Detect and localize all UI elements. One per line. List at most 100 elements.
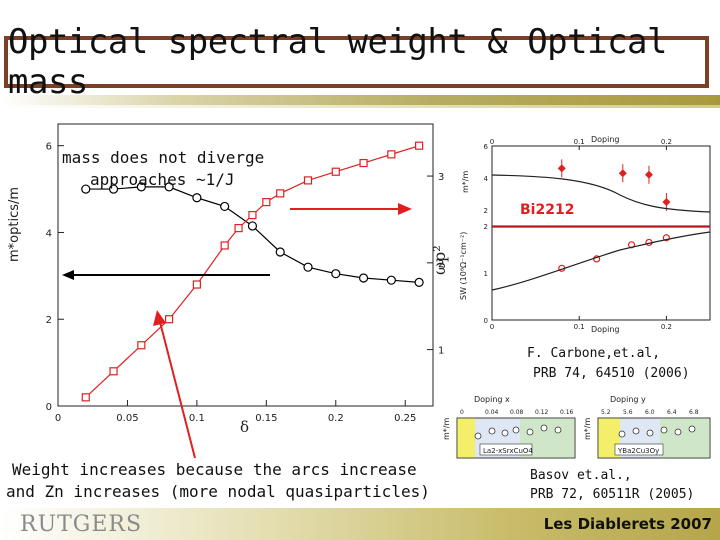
main-point-square [415, 141, 424, 150]
carbone-bottom-ylabel: SW (10⁶Ω⁻¹cm⁻²) [459, 232, 468, 300]
main-ytick-left-label: 0 [46, 402, 52, 413]
main-point-square [331, 167, 340, 176]
carbone-bottom-ytick-label: 1 [484, 270, 488, 278]
weight-note-line1: Weight increases because the arcs increa… [12, 460, 417, 479]
carbone-xtick-bottom-label: 0.2 [661, 323, 672, 331]
main-point-square [137, 341, 146, 350]
main-point-circle [303, 262, 313, 272]
mass-note-line2: approaches ~1/J [90, 170, 235, 189]
bi2212-label: Bi2212 [520, 202, 574, 218]
ref-carbone-line2: PRB 74, 64510 (2006) [533, 366, 690, 381]
main-point-square [303, 176, 313, 185]
main-point-square [234, 224, 243, 233]
basov-point [674, 428, 682, 436]
main-chart-frame [57, 123, 434, 407]
carbone-top-point [644, 170, 653, 179]
basov-xtick-2: 6.8 [689, 409, 699, 416]
carbone-bottom-ytick-label: 2 [484, 223, 488, 231]
main-point-circle [414, 277, 424, 287]
conference-label: Les Diablerets 2007 [543, 515, 712, 533]
main-ytick-left-label: 2 [46, 315, 52, 326]
main-xlabel: δ [240, 418, 249, 436]
red-arrow-right [290, 203, 412, 215]
footer-bar [0, 508, 720, 540]
red-arrow-up [153, 310, 196, 459]
carbone-top-point [618, 169, 627, 178]
main-ylabel-right: ωp² [430, 245, 449, 275]
ref-carbone-line1: F. Carbone,et.al, [527, 346, 661, 361]
main-point-square [192, 280, 201, 289]
ref-basov-line2: PRB 72, 60511R (2005) [530, 487, 695, 502]
carbone-xtick-bottom-label: 0.1 [574, 323, 585, 331]
basov-xtick-2: 5.6 [623, 409, 633, 416]
carbone-top-ytick-label: 6 [484, 143, 489, 151]
carbone-bottom-curve [491, 231, 711, 291]
basov-point [512, 426, 520, 434]
basov-doping-x: Doping x [474, 395, 510, 404]
basov-point [526, 428, 534, 436]
carbone-bottom-doping: Doping [591, 325, 620, 334]
basov-inset: Doping x Doping y 0 0.04 0.08 0.12 0.16 5.2 5.… [442, 395, 711, 459]
main-ytick-right-label: 1 [438, 346, 444, 357]
basov-point [688, 425, 696, 433]
carbone-top-doping: Doping [591, 135, 620, 144]
main-point-square [248, 211, 257, 220]
basov-xtick-1: 0.04 [485, 409, 499, 416]
ref-basov-line1: Basov et.al., [530, 468, 632, 483]
mass-note-line1: mass does not diverge [62, 148, 265, 167]
main-ytick-left-label: 6 [46, 142, 52, 153]
basov-point [501, 429, 509, 437]
main-xtick-label: 0 [55, 413, 61, 424]
basov-point [618, 430, 626, 438]
main-xtick-label: 0.05 [116, 413, 138, 424]
basov-compound-1: La2-xSrxCuO4 [483, 447, 533, 455]
basov-xtick-1: 0 [460, 409, 464, 416]
main-ytick-right-label: 3 [438, 172, 444, 183]
main-xtick-label: 0.15 [255, 413, 277, 424]
main-ylabel-left: m*optics/m [7, 187, 22, 262]
carbone-top-ytick-label: 2 [484, 207, 488, 215]
basov-xtick-2: 5.2 [601, 409, 611, 416]
carbone-top-panel [491, 145, 711, 227]
main-point-circle [247, 221, 258, 231]
basov-point [660, 426, 668, 434]
carbone-xtick-top-label: 0 [490, 138, 494, 146]
main-xtick-label: 0.1 [189, 413, 205, 424]
title-rule [0, 95, 720, 105]
carbone-top-point [557, 164, 566, 173]
basov-xtick-1: 0.16 [560, 409, 574, 416]
main-point-square [276, 189, 285, 198]
main-point-circle [108, 184, 119, 194]
carbone-top-point [662, 198, 671, 206]
basov-point [646, 429, 654, 437]
main-point-square [81, 393, 90, 402]
main-point-circle [192, 193, 202, 203]
main-chart-series [81, 141, 424, 402]
weight-note-line2: and Zn increases (more nodal quasipartic… [6, 482, 430, 501]
main-point-square [262, 197, 271, 207]
main-point-circle [386, 275, 396, 285]
main-point-square [220, 241, 229, 250]
basov-xtick-2: 6.4 [667, 409, 677, 416]
basov-xtick-2: 6.0 [645, 409, 655, 416]
main-point-circle [81, 184, 91, 194]
basov-ylabel-2: m*/m [583, 418, 592, 440]
carbone-bottom-panel [491, 225, 711, 321]
rutgers-logo: RUTGERS [20, 512, 143, 537]
carbone-top-ytick-label: 4 [484, 175, 489, 183]
main-point-circle [275, 247, 285, 257]
main-point-circle [220, 201, 230, 212]
basov-doping-y: Doping y [610, 395, 646, 404]
basov-point [488, 427, 496, 435]
main-point-circle [358, 273, 369, 283]
main-ytick-right-label: 2 [438, 259, 444, 270]
basov-point [474, 432, 482, 440]
title-rule-shadow [0, 105, 720, 108]
main-point-circle [164, 182, 174, 192]
basov-point [540, 424, 548, 432]
main-point-square [359, 158, 368, 168]
carbone-top-ylabel: m*/m [461, 171, 470, 193]
basov-point [632, 427, 640, 435]
